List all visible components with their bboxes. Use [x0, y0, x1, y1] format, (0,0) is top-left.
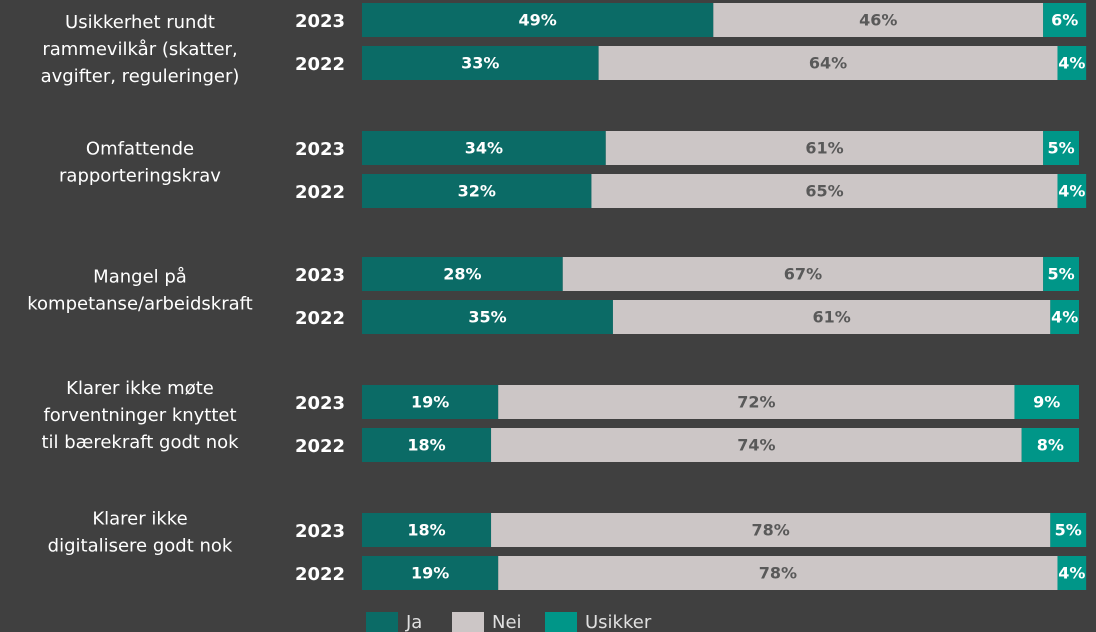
legend-label: Ja	[405, 612, 422, 632]
bar-segment	[1021, 428, 1079, 462]
value-label: 19%	[411, 564, 449, 583]
bar-segment	[598, 46, 1058, 80]
year-label: 2022	[295, 182, 345, 203]
bar-segment	[1050, 513, 1087, 547]
value-label: 5%	[1055, 521, 1082, 540]
year-label: 2023	[295, 265, 345, 286]
year-label: 2023	[295, 393, 345, 414]
bar-segment	[1043, 3, 1087, 37]
value-label: 4%	[1058, 564, 1085, 583]
group-label: Usikkerhet rundt	[65, 12, 215, 33]
group-label: forventninger knyttet	[43, 405, 236, 426]
value-label: 8%	[1037, 436, 1064, 455]
bar-segment	[1050, 300, 1079, 334]
value-label: 35%	[468, 308, 506, 327]
legend-swatch	[452, 612, 484, 632]
group-label: rapporteringskrav	[59, 166, 221, 187]
bar-segment	[362, 3, 714, 37]
value-label: 18%	[407, 521, 445, 540]
value-label: 18%	[407, 436, 445, 455]
year-label: 2022	[295, 54, 345, 75]
year-label: 2022	[295, 564, 345, 585]
bar-segment	[713, 3, 1044, 37]
value-label: 33%	[461, 54, 499, 73]
bar-segment	[362, 46, 599, 80]
bar-segment	[362, 300, 613, 334]
group-label: kompetanse/arbeidskraft	[27, 294, 253, 315]
legend-label: Usikker	[585, 612, 652, 632]
bar-segment	[562, 257, 1044, 291]
bar-segment	[362, 428, 492, 462]
value-label: 46%	[859, 11, 897, 30]
value-label: 9%	[1033, 393, 1060, 412]
bar-segment	[491, 513, 1051, 547]
value-label: 61%	[805, 139, 843, 158]
bar-segment	[362, 556, 499, 590]
bar-segment	[605, 131, 1044, 165]
group-label: til bærekraft godt nok	[41, 432, 239, 453]
bar-segment	[498, 556, 1058, 590]
year-label: 2023	[295, 521, 345, 542]
value-label: 28%	[443, 265, 481, 284]
value-label: 32%	[458, 182, 496, 201]
value-label: 5%	[1047, 265, 1074, 284]
group-label: digitalisere godt nok	[48, 536, 233, 557]
bar-segment	[362, 257, 563, 291]
value-label: 19%	[411, 393, 449, 412]
legend-label: Nei	[492, 612, 522, 632]
year-label: 2022	[295, 308, 345, 329]
bar-segment	[362, 131, 606, 165]
bar-segment	[591, 174, 1058, 208]
value-label: 61%	[812, 308, 850, 327]
value-label: 5%	[1047, 139, 1074, 158]
year-label: 2023	[295, 139, 345, 160]
bar-segment	[1057, 174, 1087, 208]
group-label: avgifter, reguleringer)	[41, 66, 240, 87]
bar-segment	[1043, 257, 1079, 291]
bar-segment	[491, 428, 1022, 462]
value-label: 72%	[737, 393, 775, 412]
group-label: Klarer ikke møte	[66, 378, 214, 399]
value-label: 64%	[809, 54, 847, 73]
group-label: Omfattende	[86, 139, 194, 160]
legend-swatch	[545, 612, 577, 632]
value-label: 4%	[1058, 54, 1085, 73]
legend-swatch	[366, 612, 398, 632]
bar-segment	[362, 513, 492, 547]
year-label: 2022	[295, 436, 345, 457]
group-label: rammevilkår (skatter,	[42, 39, 237, 60]
value-label: 65%	[805, 182, 843, 201]
bar-segment	[1057, 556, 1087, 590]
value-label: 74%	[737, 436, 775, 455]
group-label: Klarer ikke	[92, 509, 187, 530]
year-label: 2023	[295, 11, 345, 32]
bar-segment	[362, 385, 499, 419]
bar-segment	[1057, 46, 1087, 80]
value-label: 67%	[784, 265, 822, 284]
bar-segment	[612, 300, 1051, 334]
bar-segment	[498, 385, 1015, 419]
value-label: 78%	[759, 564, 797, 583]
bar-segment	[1043, 131, 1079, 165]
value-label: 78%	[752, 521, 790, 540]
value-label: 34%	[465, 139, 503, 158]
bar-segment	[1014, 385, 1079, 419]
bar-segment	[362, 174, 592, 208]
value-label: 4%	[1058, 182, 1085, 201]
value-label: 4%	[1051, 308, 1078, 327]
group-label: Mangel på	[93, 267, 187, 288]
value-label: 49%	[519, 11, 557, 30]
value-label: 6%	[1051, 11, 1078, 30]
